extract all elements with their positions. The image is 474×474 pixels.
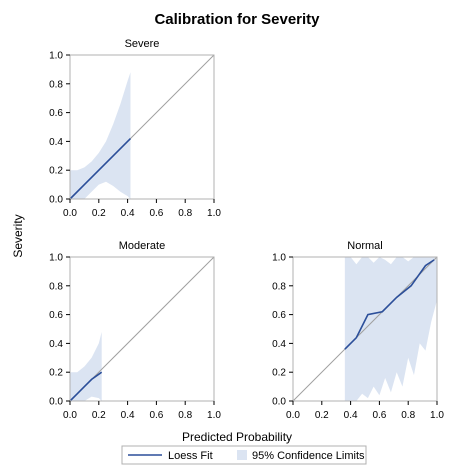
panel-title-moderate: Moderate — [119, 240, 165, 252]
y-tick-label-severe: 1.0 — [49, 51, 63, 62]
panel-severe: Severe 0.0 0.2 0.4 0.6 0.8 1.0 0.0 0.2 0.4 0.6 0.8 1… — [49, 38, 221, 219]
panel-title-severe: Severe — [125, 38, 160, 50]
x-tick-label-normal: 1.0 — [430, 410, 444, 421]
x-tick-label-normal: 0.6 — [372, 410, 386, 421]
x-tick-label-severe: 0.8 — [178, 208, 192, 219]
panel-title-normal: Normal — [347, 240, 382, 252]
y-tick-label-moderate: 0.6 — [49, 310, 63, 321]
x-tick-label-severe: 0.6 — [149, 208, 163, 219]
x-tick-label-normal: 0.4 — [344, 410, 358, 421]
x-tick-label-severe: 0.2 — [92, 208, 106, 219]
y-tick-label-moderate: 0.8 — [49, 281, 63, 292]
panel-normal: Normal 0.0 0.2 0.4 0.6 0.8 1.0 0.0 0.2 0.4 0.6 0.8 1… — [272, 240, 444, 421]
y-tick-label-normal: 1.0 — [272, 253, 286, 264]
y-tick-label-normal: 0.0 — [272, 397, 286, 408]
legend-loess-label: Loess Fit — [168, 450, 213, 462]
confidence-band-severe — [70, 72, 131, 199]
y-tick-label-moderate: 1.0 — [49, 253, 63, 264]
y-axis-label: Severity — [11, 214, 25, 257]
confidence-band-moderate — [70, 331, 102, 401]
x-tick-label-normal: 0.8 — [401, 410, 415, 421]
x-tick-label-moderate: 1.0 — [207, 410, 221, 421]
y-tick-label-normal: 0.8 — [272, 281, 286, 292]
y-tick-label-normal: 0.2 — [272, 368, 286, 379]
y-tick-label-severe: 0.4 — [49, 137, 63, 148]
x-tick-label-normal: 0.0 — [286, 410, 300, 421]
plot-frame-moderate — [69, 256, 215, 402]
y-tick-label-severe: 0.8 — [49, 79, 63, 90]
chart-title: Calibration for Severity — [154, 11, 320, 28]
y-tick-label-normal: 0.6 — [272, 310, 286, 321]
x-tick-label-moderate: 0.0 — [63, 410, 77, 421]
confidence-band-normal — [344, 257, 437, 401]
y-tick-label-normal: 0.4 — [272, 339, 286, 350]
legend-band-swatch — [237, 450, 247, 460]
loess-line-normal — [344, 259, 435, 350]
x-tick-label-moderate: 0.2 — [92, 410, 106, 421]
plot-frame-severe — [69, 54, 215, 200]
x-axis-label: Predicted Probability — [182, 430, 292, 444]
y-tick-label-severe: 0.2 — [49, 166, 63, 177]
x-tick-label-severe: 1.0 — [207, 208, 221, 219]
x-tick-label-severe: 0.4 — [121, 208, 135, 219]
loess-line-severe — [69, 137, 132, 200]
x-tick-label-moderate: 0.8 — [178, 410, 192, 421]
panels-area: Severe 0.0 0.2 0.4 0.6 0.8 1.0 0.0 0.2 0.4 0.6 0.8 1… — [49, 38, 444, 421]
x-tick-label-moderate: 0.4 — [121, 410, 135, 421]
x-tick-label-moderate: 0.6 — [149, 410, 163, 421]
y-tick-label-severe: 0.0 — [49, 195, 63, 206]
diagonal-reference-normal — [292, 256, 438, 402]
x-tick-label-normal: 0.2 — [315, 410, 329, 421]
panel-moderate: Moderate 0.0 0.2 0.4 0.6 0.8 1.0 0.0 0.2 0.4 0.6 0.… — [49, 240, 221, 421]
y-tick-label-moderate: 0.0 — [49, 397, 63, 408]
plot-frame-normal — [292, 256, 438, 402]
y-tick-label-moderate: 0.4 — [49, 339, 63, 350]
loess-line-moderate — [69, 371, 103, 402]
y-tick-label-moderate: 0.2 — [49, 368, 63, 379]
y-tick-label-severe: 0.6 — [49, 108, 63, 119]
legend-band-label: 95% Confidence Limits — [252, 450, 365, 462]
x-tick-label-severe: 0.0 — [63, 208, 77, 219]
legend: Loess Fit 95% Confidence Limits — [121, 445, 367, 465]
